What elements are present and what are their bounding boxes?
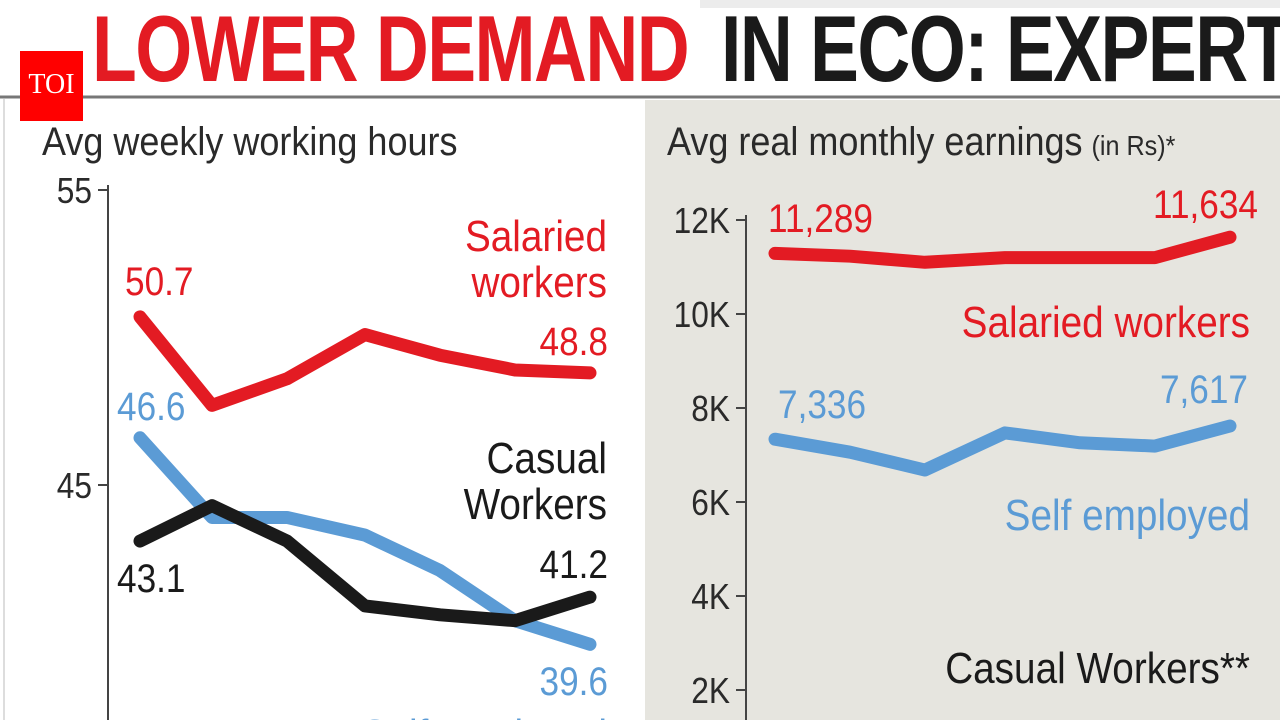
right-data-label-start: 11,289 [768,196,873,241]
right-y-tick-label: 4K [691,577,730,617]
right-y-tick-label: 6K [691,483,730,523]
right-y-tick-label: 2K [691,671,730,711]
left-data-label-end: 48.8 [540,319,608,364]
left-label-salaried-1: Salaried [465,211,607,261]
headline: LOWER DEMAND IN ECO: EXPERTS [92,0,1280,101]
right-data-label-end: 7,617 [1160,367,1248,412]
right-chart-title-suffix: (in Rs)* [1092,130,1176,162]
left-y-tick-label: 45 [57,466,92,506]
right-data-label-end: 11,634 [1153,182,1258,227]
left-label-casual-2: Workers [464,479,607,529]
right-label-salaried: Salaried workers [962,297,1250,347]
left-data-label-end: 39.6 [540,659,608,704]
right-label-casual: Casual Workers** [945,643,1250,693]
right-y-tick-label: 10K [674,295,731,335]
left-data-label-end: 41.2 [540,542,608,587]
left-data-label-start: 50.7 [125,259,193,304]
left-data-label-start: 46.6 [117,384,185,429]
left-data-label-start: 43.1 [117,556,185,601]
left-chart-title: Avg weekly working hours [42,120,457,164]
right-y-tick-label: 12K [674,201,731,241]
toi-logo-text: TOI [28,69,74,100]
headline-red: LOWER DEMAND [92,0,688,101]
left-label-casual-1: Casual [486,433,607,483]
right-chart-title-main: Avg real monthly earnings [667,120,1083,164]
left-label-salaried-2: workers [471,257,607,307]
left-y-tick-label: 55 [57,171,92,211]
right-y-tick-label: 8K [691,389,730,429]
headline-black: IN ECO: EXPERTS [721,0,1280,101]
left-label-self-employed: Self employed [362,710,607,720]
left-series-line-0 [140,317,590,406]
right-label-self-employed: Self employed [1005,490,1250,540]
right-data-label-start: 7,336 [778,382,866,427]
